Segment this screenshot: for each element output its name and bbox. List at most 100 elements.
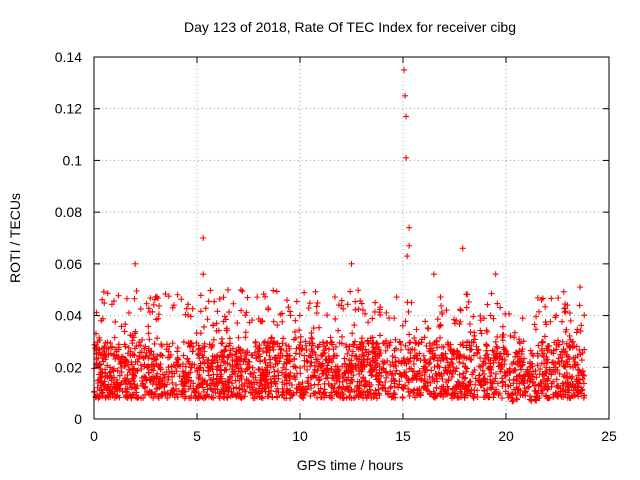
- data-point: [297, 364, 304, 371]
- data-point: [137, 305, 144, 312]
- data-point: [529, 379, 536, 386]
- data-point: [416, 375, 423, 382]
- data-point: [524, 366, 531, 373]
- data-point: [189, 305, 196, 312]
- data-point: [484, 301, 491, 308]
- data-point: [406, 392, 413, 399]
- data-point: [364, 337, 371, 344]
- data-point: [573, 378, 580, 385]
- data-point: [146, 352, 153, 359]
- data-point: [491, 389, 498, 396]
- data-point: [466, 320, 473, 327]
- data-point: [431, 393, 438, 400]
- data-point: [242, 368, 249, 375]
- data-point: [459, 379, 466, 386]
- data-point: [226, 309, 233, 316]
- data-point: [361, 377, 368, 384]
- data-point: [143, 349, 150, 356]
- data-point: [415, 370, 422, 377]
- data-point: [156, 302, 163, 309]
- data-point: [238, 307, 245, 314]
- y-tick-label: 0: [74, 411, 82, 427]
- data-point: [278, 369, 285, 376]
- data-point: [422, 367, 429, 374]
- data-point: [421, 378, 428, 385]
- data-point: [144, 364, 151, 371]
- data-point: [493, 355, 500, 362]
- data-point: [467, 378, 474, 385]
- data-point: [272, 355, 279, 362]
- data-point: [578, 369, 585, 376]
- data-point: [243, 376, 250, 383]
- data-point: [138, 395, 145, 402]
- data-point: [399, 385, 406, 392]
- data-point: [555, 295, 562, 302]
- data-point: [434, 378, 441, 385]
- data-point: [560, 288, 567, 295]
- data-point: [92, 345, 99, 352]
- data-point: [331, 380, 338, 387]
- data-point: [344, 350, 351, 357]
- data-point: [297, 392, 304, 399]
- data-point: [421, 371, 428, 378]
- data-point: [403, 369, 410, 376]
- data-point: [384, 344, 391, 351]
- data-point: [487, 357, 494, 364]
- data-point: [375, 390, 382, 397]
- data-point: [511, 329, 518, 336]
- data-point: [281, 381, 288, 388]
- y-tick-label: 0.1: [63, 152, 83, 168]
- data-point: [313, 310, 320, 317]
- x-axis-label: GPS time / hours: [297, 457, 404, 473]
- data-point: [382, 347, 389, 354]
- data-point: [526, 383, 533, 390]
- data-point: [112, 318, 119, 325]
- data-point: [514, 350, 521, 357]
- data-point: [383, 374, 390, 381]
- data-point: [543, 353, 550, 360]
- data-point: [172, 363, 179, 370]
- data-point: [577, 284, 584, 291]
- data-point: [217, 373, 224, 380]
- data-point: [556, 370, 563, 377]
- data-point: [194, 394, 201, 401]
- data-point: [208, 386, 215, 393]
- data-point: [340, 383, 347, 390]
- data-point: [153, 293, 160, 300]
- data-point: [561, 305, 568, 312]
- data-point: [456, 371, 463, 378]
- data-point: [480, 394, 487, 401]
- data-point: [541, 333, 548, 340]
- data-point: [391, 347, 398, 354]
- data-point: [156, 376, 163, 383]
- data-point: [403, 113, 410, 120]
- data-point: [553, 341, 560, 348]
- data-point: [505, 351, 512, 358]
- data-point: [579, 386, 586, 393]
- data-point: [395, 384, 402, 391]
- data-point: [293, 385, 300, 392]
- data-point: [202, 305, 209, 312]
- data-point: [274, 385, 281, 392]
- data-point: [312, 366, 319, 373]
- data-point: [415, 340, 422, 347]
- data-point: [315, 388, 322, 395]
- data-point: [569, 373, 576, 380]
- data-point: [566, 332, 573, 339]
- data-point: [438, 373, 445, 380]
- data-point: [527, 375, 534, 382]
- data-point: [355, 287, 362, 294]
- data-point: [165, 348, 172, 355]
- data-point: [266, 352, 273, 359]
- data-point: [256, 389, 263, 396]
- data-point: [325, 357, 332, 364]
- data-point: [246, 358, 253, 365]
- data-point: [534, 362, 541, 369]
- data-point: [134, 367, 141, 374]
- data-point: [355, 393, 362, 400]
- data-point: [581, 346, 588, 353]
- data-point: [262, 372, 269, 379]
- data-point: [162, 291, 169, 298]
- data-point: [309, 348, 316, 355]
- data-point: [283, 342, 290, 349]
